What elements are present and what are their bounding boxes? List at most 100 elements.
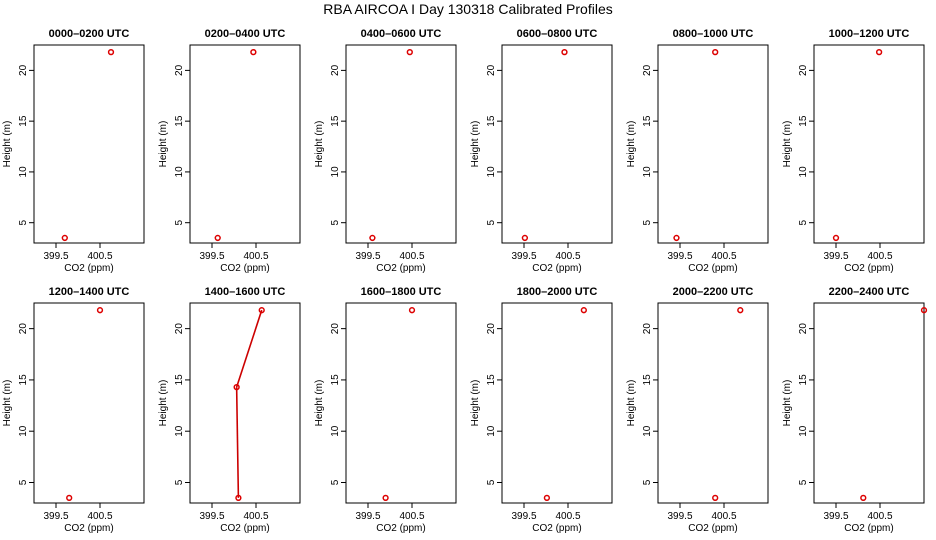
x-tick-label: 400.5 (399, 251, 424, 262)
profile-line-segment (235, 309, 263, 388)
x-tick-label: 399.5 (355, 251, 380, 262)
y-tick-label: 15 (486, 374, 497, 386)
x-tick-label: 400.5 (867, 511, 892, 522)
data-point (712, 494, 719, 502)
plot-frame (345, 44, 457, 244)
panel-title: 2200–2400 UTC (829, 286, 910, 298)
x-axis-label: CO2 (ppm) (532, 263, 581, 274)
panel-12: 2200–2400 UTC 399.5 400.5 5 10 15 20 CO2 (ppm) H… (782, 286, 928, 534)
y-tick-label: 15 (642, 115, 653, 127)
panel-4: 0600–0800 UTC 399.5 400.5 5 10 15 20 CO2 (ppm) H… (470, 28, 613, 274)
x-tick-label: 400.5 (555, 251, 580, 262)
data-point (875, 48, 883, 56)
profile-line-segment (235, 387, 240, 498)
data-point (258, 307, 265, 314)
x-tick-label: 400.5 (867, 251, 892, 262)
x-axis-label: CO2 (ppm) (376, 263, 425, 274)
x-tick-label: 400.5 (87, 511, 112, 522)
y-tick-label: 20 (798, 323, 809, 335)
x-axis-label: CO2 (ppm) (220, 263, 269, 274)
y-tick-label: 10 (330, 425, 341, 437)
y-tick-label: 20 (174, 64, 185, 76)
y-axis-label: Height (m) (470, 121, 481, 168)
x-tick-label: 400.5 (711, 511, 736, 522)
data-point (832, 234, 840, 242)
data-point (543, 494, 551, 502)
x-tick-label: 400.5 (87, 251, 112, 262)
data-point (214, 234, 221, 242)
x-tick-label: 399.5 (823, 511, 848, 522)
y-tick-label: 10 (798, 425, 809, 437)
y-tick-label: 10 (174, 166, 185, 178)
data-point (580, 307, 587, 314)
panel-3: 0400–0600 UTC 399.5 400.5 5 10 15 20 CO2 (ppm) H… (314, 28, 457, 274)
x-axis-label: CO2 (ppm) (376, 523, 425, 534)
plot-frame (813, 302, 925, 504)
panel-title: 1200–1400 UTC (49, 286, 130, 298)
plot-frame (33, 44, 145, 244)
panel-title: 1800–2000 UTC (517, 286, 598, 298)
y-tick-label: 15 (642, 374, 653, 386)
y-tick-label: 5 (642, 219, 653, 225)
y-axis-label: Height (m) (2, 380, 13, 427)
y-tick-label: 10 (798, 166, 809, 178)
y-axis-label: Height (m) (470, 380, 481, 427)
data-point (408, 307, 416, 314)
y-axis-label: Height (m) (314, 121, 325, 168)
y-tick-label: 20 (18, 64, 29, 76)
panel-6: 1000–1200 UTC 399.5 400.5 5 10 15 20 CO2 (ppm) H… (782, 28, 925, 274)
panel-11: 2000–2200 UTC 399.5 400.5 5 10 15 20 CO2 (ppm) H… (626, 286, 769, 534)
x-tick-label: 400.5 (555, 511, 580, 522)
x-tick-label: 399.5 (667, 511, 692, 522)
y-tick-label: 10 (18, 166, 29, 178)
x-tick-label: 399.5 (43, 511, 68, 522)
y-tick-label: 15 (18, 115, 29, 127)
y-tick-label: 5 (330, 479, 341, 485)
y-tick-label: 15 (174, 115, 185, 127)
y-axis-label: Height (m) (626, 380, 637, 427)
y-tick-label: 10 (486, 166, 497, 178)
panel-title: 1600–1800 UTC (361, 286, 442, 298)
y-axis-label: Height (m) (782, 380, 793, 427)
x-tick-label: 399.5 (355, 511, 380, 522)
y-tick-label: 15 (486, 115, 497, 127)
y-tick-label: 5 (798, 219, 809, 225)
data-point (712, 48, 719, 56)
data-point (66, 494, 73, 502)
panel-title: 1000–1200 UTC (829, 28, 910, 40)
y-tick-label: 10 (486, 425, 497, 437)
panel-7: 1200–1400 UTC 399.5 400.5 5 10 15 20 CO2 (ppm) H… (2, 286, 145, 534)
y-tick-label: 20 (174, 323, 185, 335)
y-tick-label: 20 (18, 323, 29, 335)
panel-title: 0400–0600 UTC (361, 28, 442, 40)
panel-9: 1600–1800 UTC 399.5 400.5 5 10 15 20 CO2 (ppm) H… (314, 286, 457, 534)
panel-title: 0800–1000 UTC (673, 28, 754, 40)
data-point (61, 234, 68, 242)
y-tick-label: 10 (642, 425, 653, 437)
x-tick-label: 399.5 (511, 251, 536, 262)
data-point (561, 48, 568, 56)
x-axis-label: CO2 (ppm) (688, 263, 737, 274)
x-tick-label: 400.5 (711, 251, 736, 262)
panel-5: 0800–1000 UTC 399.5 400.5 5 10 15 20 CO2 (ppm) H… (626, 28, 769, 274)
x-axis-label: CO2 (ppm) (844, 263, 893, 274)
x-tick-label: 399.5 (667, 251, 692, 262)
panel-title: 0600–0800 UTC (517, 28, 598, 40)
x-axis-label: CO2 (ppm) (532, 523, 581, 534)
y-tick-label: 20 (330, 64, 341, 76)
y-axis-label: Height (m) (314, 380, 325, 427)
y-tick-label: 15 (330, 115, 341, 127)
y-tick-label: 20 (798, 64, 809, 76)
x-tick-label: 399.5 (511, 511, 536, 522)
data-point (860, 494, 867, 502)
y-tick-label: 10 (174, 425, 185, 437)
panel-2: 0200–0400 UTC 399.5 400.5 5 10 15 20 CO2 (ppm) H… (158, 28, 301, 274)
y-tick-label: 5 (486, 219, 497, 225)
plot-frame (501, 44, 613, 244)
data-point (250, 48, 257, 56)
y-tick-label: 20 (486, 64, 497, 76)
plot-frame (501, 302, 613, 504)
y-axis-label: Height (m) (158, 380, 169, 427)
data-point (96, 307, 104, 314)
y-tick-label: 15 (798, 115, 809, 127)
